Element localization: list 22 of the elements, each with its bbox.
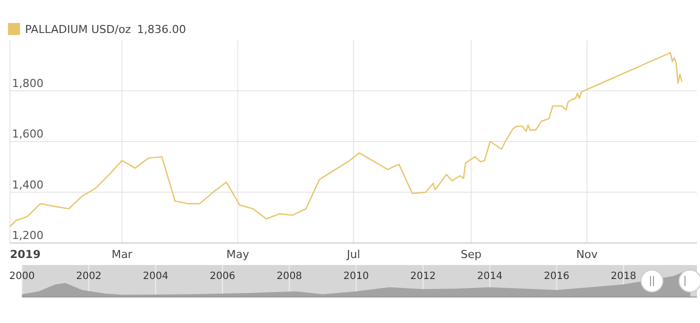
x-tick-label: 2019	[10, 248, 41, 261]
x-tick-label: Sep	[460, 248, 482, 261]
x-tick-label: Jul	[346, 248, 360, 261]
x-tick-label: 2002	[76, 271, 102, 282]
x-tick-label: 2012	[410, 271, 436, 282]
x-tick-label: May	[226, 248, 250, 261]
y-tick-label: 1,600	[12, 128, 44, 140]
x-tick-label: 2004	[142, 271, 168, 282]
x-tick-label: 2006	[210, 271, 236, 282]
x-tick-label: 2008	[276, 271, 302, 282]
y-tick-label: 1,800	[12, 76, 44, 90]
x-tick-label: 2014	[477, 271, 503, 282]
legend-label: PALLADIUM USD/oz	[25, 23, 131, 36]
x-tick-label: Nov	[576, 248, 598, 261]
x-tick-label: 2000	[9, 271, 35, 282]
x-tick-label: Mar	[112, 248, 133, 261]
y-tick-label: 1,400	[12, 178, 44, 192]
x-tick-label: 2016	[544, 271, 570, 282]
x-tick-label: 2018	[610, 271, 636, 282]
x-tick-label: 2010	[343, 271, 369, 282]
y-tick-label: 1,200	[12, 229, 44, 242]
text: 1,836.00	[136, 23, 186, 36]
